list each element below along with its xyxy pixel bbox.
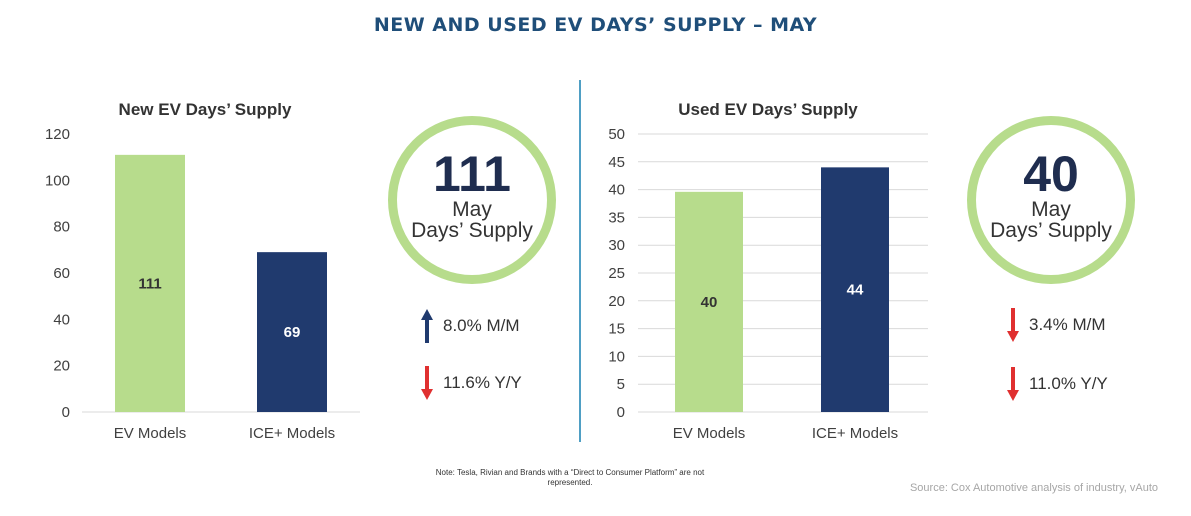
new-y-tick-label: 40: [53, 311, 70, 328]
new-yy-trend: 11.6% Y/Y: [421, 366, 522, 400]
new-supply-caption: Days’ Supply: [411, 219, 533, 242]
used-y-tick-label: 25: [608, 265, 625, 282]
new-mm-trend: 8.0% M/M: [421, 309, 520, 343]
panel-divider: [579, 80, 581, 442]
new-supply-month: May: [452, 198, 492, 221]
used-mm-trend: 3.4% M/M: [1007, 308, 1106, 342]
used-supply-value: 40: [1023, 146, 1079, 202]
new-y-tick-label: 60: [53, 265, 70, 282]
down-arrow-icon: [1007, 367, 1019, 401]
new-data-label: 111: [138, 275, 161, 292]
used-y-tick-label: 50: [608, 126, 625, 143]
new-y-tick-label: 80: [53, 219, 70, 236]
used-y-tick-label: 0: [617, 404, 625, 421]
used-supply-month: May: [1031, 198, 1071, 221]
used-bar-ev: [675, 191, 743, 412]
new-bar-ev: [115, 154, 185, 412]
source-line: Source: Cox Automotive analysis of indus…: [909, 482, 1158, 494]
used-y-tick-label: 10: [608, 348, 625, 365]
new-bar-ice: [257, 252, 327, 412]
new-supply-value: 111: [433, 146, 511, 202]
down-arrow-icon: [421, 366, 433, 400]
used-bar-ice: [821, 167, 889, 412]
used-y-tick-label: 30: [608, 237, 625, 254]
used-supply-caption: Days’ Supply: [990, 219, 1112, 242]
new-chart-title: New EV Days’ Supply: [119, 100, 292, 119]
new-y-tick-label: 120: [45, 126, 70, 143]
used-x-tick-label: ICE+ Models: [812, 425, 898, 442]
used-y-tick-label: 35: [608, 209, 625, 226]
used-mm-text: 3.4% M/M: [1029, 315, 1106, 334]
up-arrow-icon: [421, 309, 433, 343]
down-arrow-icon: [1007, 308, 1019, 342]
new-supply-circle: 111 May Days’ Supply: [388, 116, 556, 284]
new-x-tick-label: ICE+ Models: [249, 425, 335, 442]
used-y-tick-label: 45: [608, 154, 625, 171]
new-data-label: 69: [284, 324, 301, 341]
new-x-tick-label: EV Models: [114, 425, 187, 442]
used-supply-circle: 40 May Days’ Supply: [967, 116, 1135, 284]
new-y-tick-label: 0: [62, 404, 70, 421]
used-data-label: 44: [847, 282, 864, 299]
used-x-tick-label: EV Models: [673, 425, 746, 442]
used-y-tick-label: 15: [608, 321, 625, 338]
used-y-tick-label: 40: [608, 182, 625, 199]
new-y-tick-label: 100: [45, 172, 70, 189]
new-mm-text: 8.0% M/M: [443, 316, 520, 335]
new-yy-text: 11.6% Y/Y: [443, 373, 522, 392]
used-data-label: 40: [701, 294, 718, 311]
page-title: NEW AND USED EV DAYS’ SUPPLY – MAY: [373, 14, 818, 36]
used-yy-text: 11.0% Y/Y: [1029, 374, 1108, 393]
footnote: Note: Tesla, Rivian and Brands with a “D…: [435, 468, 705, 487]
used-y-tick-label: 5: [617, 376, 625, 393]
used-chart-title: Used EV Days’ Supply: [678, 100, 858, 119]
new-y-tick-label: 20: [53, 358, 70, 375]
used-y-tick-label: 20: [608, 293, 625, 310]
used-yy-trend: 11.0% Y/Y: [1007, 367, 1108, 401]
